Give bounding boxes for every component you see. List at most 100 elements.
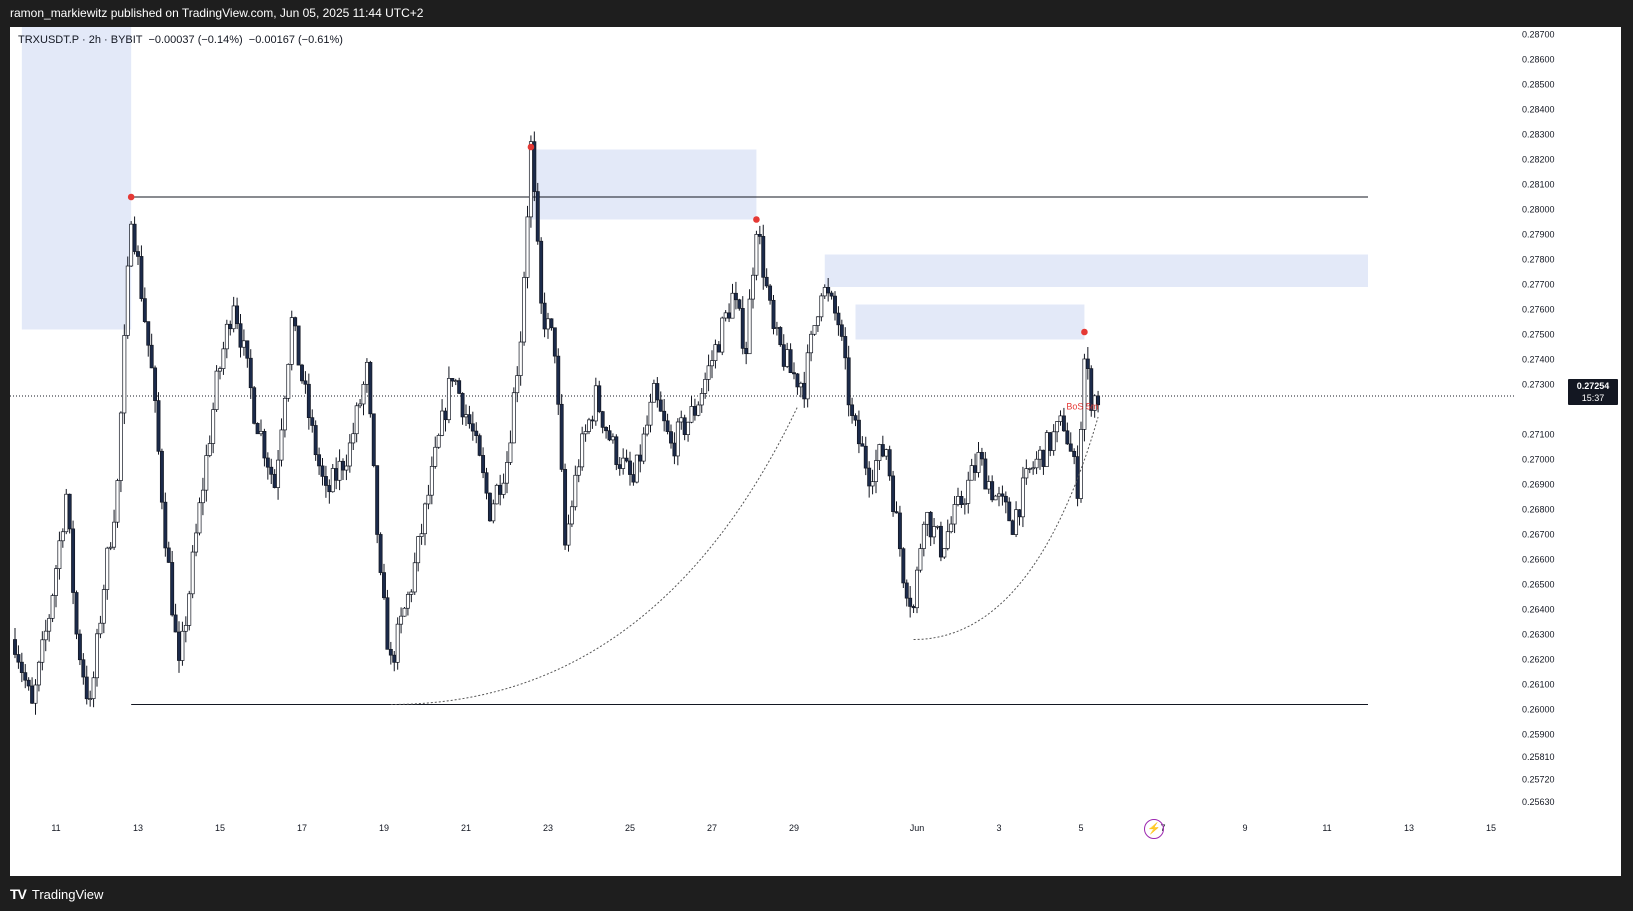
- candle-body: [214, 370, 219, 410]
- candle-body: [515, 375, 520, 394]
- candle-body: [870, 481, 875, 487]
- candle: [67, 493, 72, 534]
- candle: [792, 362, 796, 380]
- candle-body: [33, 684, 38, 704]
- candle-body: [651, 383, 656, 403]
- candle: [1027, 467, 1032, 474]
- candle-body: [423, 503, 427, 535]
- price-tick-label: 0.25810: [1522, 752, 1555, 762]
- time-axis: 11 13 15 17 19 21 23 25 27 29 Jun 3 5 7 9 11 13 15: [51, 823, 1496, 833]
- candle: [901, 547, 906, 588]
- price-tick-label: 0.26700: [1522, 530, 1555, 540]
- candle: [88, 690, 93, 707]
- lightning-icon[interactable]: ⚡: [1144, 819, 1164, 839]
- candle: [662, 398, 667, 432]
- candle: [118, 411, 123, 493]
- candle: [276, 450, 281, 500]
- candle-body: [457, 380, 462, 394]
- candle: [716, 341, 721, 353]
- candle-body: [351, 433, 356, 444]
- candle: [382, 563, 386, 600]
- candle-body: [884, 449, 889, 457]
- time-tick-label: 3: [996, 823, 1001, 833]
- candlestick-chart[interactable]: BoS 5m 0.28700 0.28600 0.28500 0.28400 0.283…: [10, 27, 1621, 876]
- candle: [378, 532, 383, 576]
- candle: [419, 523, 424, 545]
- candle: [487, 492, 492, 522]
- candle: [1007, 497, 1012, 522]
- candle: [730, 283, 735, 319]
- price-tick-label: 0.26100: [1522, 680, 1555, 690]
- candle: [255, 422, 260, 435]
- candle: [173, 603, 178, 633]
- time-tick-label: 13: [133, 823, 143, 833]
- candle: [969, 458, 974, 481]
- symbol-legend[interactable]: TRXUSDT.P · 2h · BYBIT −0.00037 (−0.14%)…: [18, 34, 343, 46]
- candle: [573, 465, 578, 511]
- candle: [833, 291, 837, 321]
- candle-body: [481, 455, 486, 474]
- candle-body: [774, 327, 779, 329]
- candle-body: [416, 536, 421, 564]
- candle: [460, 392, 465, 425]
- candle-body: [306, 383, 311, 418]
- candle: [330, 463, 335, 493]
- candle: [1014, 501, 1019, 538]
- price-tick-label: 0.26600: [1522, 555, 1555, 565]
- price-tick-label: 0.25900: [1522, 730, 1555, 740]
- candle: [139, 245, 144, 302]
- chart-area[interactable]: BoS 5m 0.28700 0.28600 0.28500 0.28400 0.283…: [10, 27, 1621, 876]
- price-tick-label: 0.28700: [1522, 30, 1555, 40]
- candle-body: [276, 459, 281, 488]
- price-tick-label: 0.28400: [1522, 105, 1555, 115]
- candle-body: [1027, 468, 1032, 470]
- candle-body: [587, 419, 591, 432]
- candle: [867, 461, 872, 498]
- candle: [576, 459, 581, 483]
- candle-body: [826, 287, 831, 294]
- candle-body: [470, 423, 475, 432]
- time-tick-label: 29: [789, 823, 799, 833]
- candle: [945, 519, 950, 551]
- price-tick-label: 0.27900: [1522, 230, 1555, 240]
- candle-body: [689, 406, 694, 423]
- candle-body: [655, 383, 660, 401]
- candle-body: [1048, 432, 1053, 451]
- candle-body: [952, 504, 957, 525]
- candle-body: [1082, 358, 1087, 430]
- candle: [610, 433, 615, 444]
- candle: [358, 399, 363, 409]
- candle: [754, 230, 759, 281]
- candle-body: [863, 445, 868, 469]
- candle: [641, 427, 646, 465]
- candle-body: [720, 317, 725, 353]
- candle: [1031, 461, 1036, 475]
- candle-body: [764, 276, 769, 287]
- candle-body: [317, 454, 322, 467]
- candle-body: [1051, 431, 1056, 451]
- price-tick-label: 0.26500: [1522, 580, 1555, 590]
- candle-body: [751, 274, 755, 300]
- candle: [993, 494, 998, 501]
- candle: [764, 268, 769, 288]
- candle: [269, 458, 274, 485]
- candle: [1082, 353, 1087, 442]
- candle-body: [354, 405, 359, 435]
- candle: [617, 457, 622, 476]
- candle-body: [64, 493, 69, 533]
- tradingview-logo[interactable]: TV TradingView: [10, 885, 103, 903]
- candle: [686, 421, 691, 442]
- candle-body: [262, 430, 267, 459]
- candle: [54, 564, 58, 608]
- candle-body: [979, 452, 984, 460]
- candle-body: [614, 436, 619, 465]
- candle-body: [238, 323, 243, 348]
- candle: [880, 435, 885, 458]
- candle: [375, 465, 380, 544]
- candle: [925, 511, 930, 537]
- candle-body: [843, 336, 848, 359]
- candle-body: [768, 285, 773, 301]
- candle: [621, 448, 626, 475]
- candle: [771, 295, 776, 335]
- candle-body: [1096, 395, 1101, 406]
